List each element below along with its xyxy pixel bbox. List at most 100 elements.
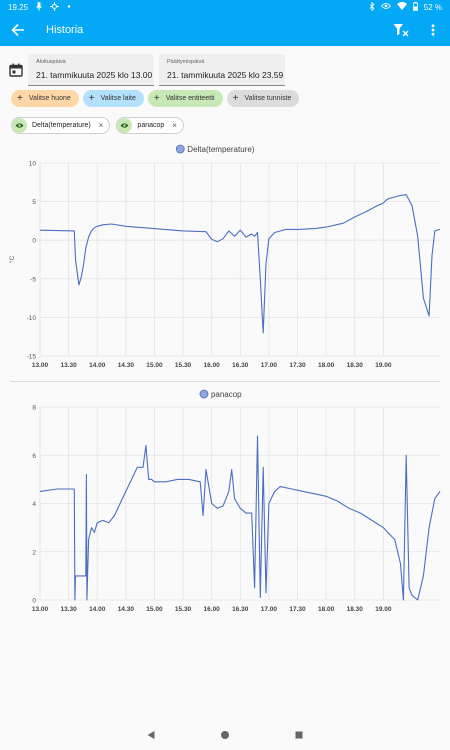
selected-entity-chip[interactable]: Delta(temperature) × <box>11 117 111 134</box>
entity-label: panacop <box>137 122 165 129</box>
mic-icon <box>36 1 42 13</box>
x-tick-label: 14.00 <box>89 606 106 613</box>
x-tick-label: 13.00 <box>32 606 49 613</box>
x-tick-label: 15.00 <box>146 606 163 613</box>
y-tick-label: 0 <box>32 238 36 245</box>
divider <box>10 381 440 382</box>
x-tick-label: 18.30 <box>347 606 364 613</box>
x-tick-label: 15.00 <box>146 362 163 369</box>
choose-label-chip[interactable]: + Valitse tunniste <box>226 90 300 107</box>
legend-swatch <box>199 389 209 399</box>
x-tick-label: 17.30 <box>289 362 306 369</box>
x-tick-label: 17.00 <box>261 362 278 369</box>
eye-icon <box>117 118 133 133</box>
legend-swatch <box>175 144 185 154</box>
x-tick-label: 16.30 <box>232 362 249 369</box>
x-tick-label: 18.00 <box>318 606 335 613</box>
nav-home-button[interactable] <box>220 727 230 745</box>
date-range: Aloituspäivä 21. tammikuuta 2025 klo 13.… <box>0 52 450 86</box>
x-tick-label: 13.30 <box>60 606 77 613</box>
x-tick-label: 15.30 <box>175 606 192 613</box>
choose-entity-chip[interactable]: + Valitse entiteetti <box>147 90 223 107</box>
y-tick-label: 4 <box>32 501 36 508</box>
x-tick-label: 13.30 <box>60 362 77 369</box>
y-tick-label: -15 <box>27 354 37 361</box>
x-tick-label: 15.30 <box>175 362 192 369</box>
entity-label: Delta(temperature) <box>32 122 91 129</box>
y-axis-label: °C <box>8 256 16 264</box>
remove-entity-button[interactable]: × <box>172 121 177 130</box>
series-line <box>39 194 441 334</box>
y-tick-label: 5 <box>32 199 36 206</box>
x-tick-label: 19.00 <box>375 606 392 613</box>
bluetooth-icon <box>369 1 375 13</box>
x-tick-label: 16.00 <box>204 606 221 613</box>
legend-label: panacop <box>211 390 242 399</box>
status-time: 19.25 <box>8 2 29 12</box>
app-bar: Historia <box>0 14 450 46</box>
series-line <box>39 435 441 601</box>
x-tick-label: 14.30 <box>118 362 135 369</box>
start-date-value: 21. tammikuuta 2025 klo 13.00 <box>36 70 153 80</box>
eye-icon <box>12 118 27 133</box>
x-tick-label: 18.00 <box>318 362 335 369</box>
legend-label: Delta(temperature) <box>187 145 254 154</box>
chip-label: Valitse tunniste <box>244 95 292 102</box>
target-picker: + Valitse huone + Valitse laite + Valits… <box>11 90 300 107</box>
battery-level: 52 % <box>423 2 442 12</box>
start-date-field[interactable]: Aloituspäivä 21. tammikuuta 2025 klo 13.… <box>28 54 154 86</box>
y-tick-label: 8 <box>32 405 36 412</box>
plus-icon: + <box>232 92 239 104</box>
arrow-back-icon <box>11 23 24 37</box>
wifi-icon <box>396 2 407 12</box>
x-tick-label: 19.00 <box>375 362 392 369</box>
plus-icon: + <box>17 92 23 104</box>
dot-icon <box>67 2 71 13</box>
end-date-value: 21. tammikuuta 2025 klo 23.59 <box>167 70 284 80</box>
circle-home-icon <box>221 731 229 739</box>
choose-device-chip[interactable]: + Valitse laite <box>82 90 144 107</box>
choose-area-chip[interactable]: + Valitse huone <box>11 90 79 107</box>
x-tick-label: 17.30 <box>289 606 306 613</box>
x-tick-label: 14.30 <box>118 606 135 613</box>
end-date-label: Päättymispäivä <box>167 59 205 65</box>
x-tick-label: 16.30 <box>232 606 249 613</box>
chip-label: Valitse entiteetti <box>165 95 215 102</box>
y-tick-label: -10 <box>27 315 37 322</box>
selected-entity-chip[interactable]: panacop × <box>116 117 184 134</box>
chip-label: Valitse laite <box>100 95 136 102</box>
y-tick-label: 10 <box>29 161 37 168</box>
battery-icon <box>412 1 418 13</box>
x-tick-label: 13.00 <box>32 362 49 369</box>
square-recents-icon <box>295 731 303 739</box>
end-date-field[interactable]: Päättymispäivä 21. tammikuuta 2025 klo 2… <box>159 54 285 86</box>
y-tick-label: 0 <box>32 598 36 605</box>
plus-icon: + <box>88 92 95 104</box>
start-date-label: Aloituspäivä <box>36 59 66 65</box>
status-bar: 19.25 52 % <box>0 0 450 14</box>
panacop-chart: panacop 8 6 4 2 013.00 13.30 14.00 14.30 15.00 15.… <box>32 389 441 613</box>
eye-icon <box>380 2 391 12</box>
filter-clear-icon <box>393 24 409 37</box>
system-nav-bar <box>0 722 450 750</box>
nav-recents-button[interactable] <box>294 727 304 745</box>
x-tick-label: 14.00 <box>89 362 106 369</box>
more-vert-icon <box>431 24 435 36</box>
x-tick-label: 18.30 <box>347 362 364 369</box>
page-title: Historia <box>46 24 84 36</box>
filter-clear-button[interactable] <box>392 21 410 39</box>
more-options-button[interactable] <box>424 21 442 39</box>
x-tick-label: 17.00 <box>261 606 278 613</box>
selected-entities: Delta(temperature) × panacop × <box>11 117 184 134</box>
x-tick-label: 16.00 <box>204 362 221 369</box>
nav-back-button[interactable] <box>146 727 156 745</box>
triangle-back-icon <box>147 731 155 739</box>
y-tick-label: 6 <box>32 453 36 460</box>
chip-label: Valitse huone <box>28 95 71 102</box>
calendar-icon <box>9 63 23 77</box>
legend: panacop <box>199 389 242 399</box>
settings-sync-icon <box>50 1 60 13</box>
back-button[interactable] <box>8 20 28 40</box>
remove-entity-button[interactable]: × <box>98 121 104 130</box>
